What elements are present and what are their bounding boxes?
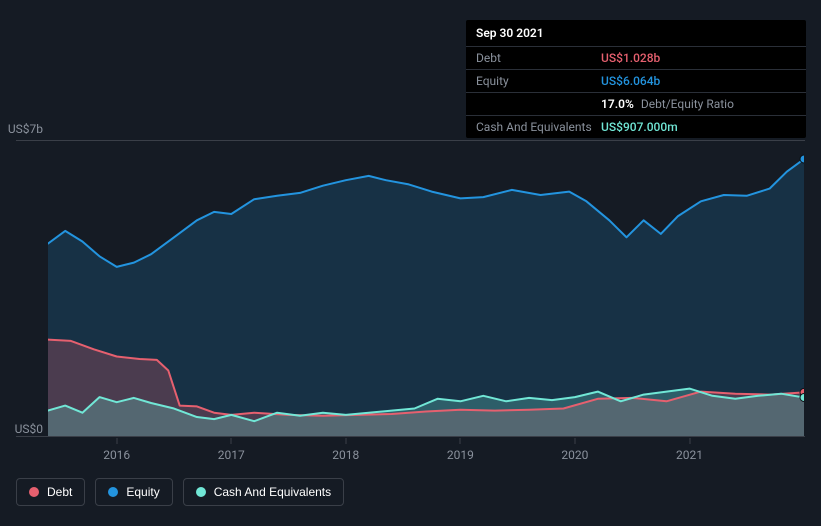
x-tickmark [345, 438, 346, 444]
x-tick-label: 2019 [447, 448, 474, 462]
tooltip-date: Sep 30 2021 [466, 20, 806, 47]
marker-cash [800, 394, 804, 402]
x-axis: 2016 2017 2018 2019 2020 2021 [48, 438, 804, 470]
legend: Debt Equity Cash And Equivalents [16, 478, 344, 506]
marker-equity [800, 155, 804, 163]
legend-label-debt: Debt [47, 485, 72, 499]
tooltip-label-equity: Equity [476, 74, 601, 88]
tooltip-value-debt: US$1.028b [601, 51, 660, 65]
tooltip-row-ratio: 17.0% Debt/Equity Ratio [466, 93, 806, 116]
tooltip-row-debt: Debt US$1.028b [466, 47, 806, 70]
x-tickmark [689, 438, 690, 444]
x-tick-label: 2016 [103, 448, 130, 462]
legend-swatch-cash [196, 487, 206, 497]
x-tick-label: 2021 [676, 448, 703, 462]
tooltip-value-equity: US$6.064b [601, 74, 660, 88]
legend-item-debt[interactable]: Debt [16, 478, 85, 506]
tooltip-ratio-wrap: 17.0% Debt/Equity Ratio [601, 97, 734, 111]
legend-swatch-debt [29, 487, 39, 497]
y-axis-label-bottom: US$0 [15, 422, 43, 436]
x-tick-label: 2018 [332, 448, 359, 462]
tooltip-ratio-label: Debt/Equity Ratio [641, 97, 734, 111]
legend-swatch-equity [108, 487, 118, 497]
legend-item-equity[interactable]: Equity [95, 478, 172, 506]
tooltip-row-cash: Cash And Equivalents US$907.000m [466, 116, 806, 138]
y-axis-label-top: US$7b [8, 122, 43, 136]
plot-area[interactable] [48, 140, 804, 436]
x-tickmark [460, 438, 461, 444]
gridline-bottom [16, 436, 805, 437]
x-tick-label: 2020 [561, 448, 588, 462]
x-tick-label: 2017 [218, 448, 245, 462]
tooltip-value-cash: US$907.000m [601, 120, 678, 134]
tooltip-label-cash: Cash And Equivalents [476, 120, 601, 134]
legend-label-equity: Equity [126, 485, 159, 499]
plot-svg [48, 140, 804, 436]
legend-label-cash: Cash And Equivalents [214, 485, 331, 499]
debt-equity-chart: Sep 30 2021 Debt US$1.028b Equity US$6.0… [0, 0, 821, 526]
tooltip-ratio-pct: 17.0% [601, 97, 634, 111]
x-tickmark [231, 438, 232, 444]
tooltip-row-equity: Equity US$6.064b [466, 70, 806, 93]
tooltip-label-debt: Debt [476, 51, 601, 65]
chart-tooltip: Sep 30 2021 Debt US$1.028b Equity US$6.0… [466, 20, 806, 138]
x-tickmark [574, 438, 575, 444]
x-tickmark [116, 438, 117, 444]
legend-item-cash[interactable]: Cash And Equivalents [183, 478, 344, 506]
